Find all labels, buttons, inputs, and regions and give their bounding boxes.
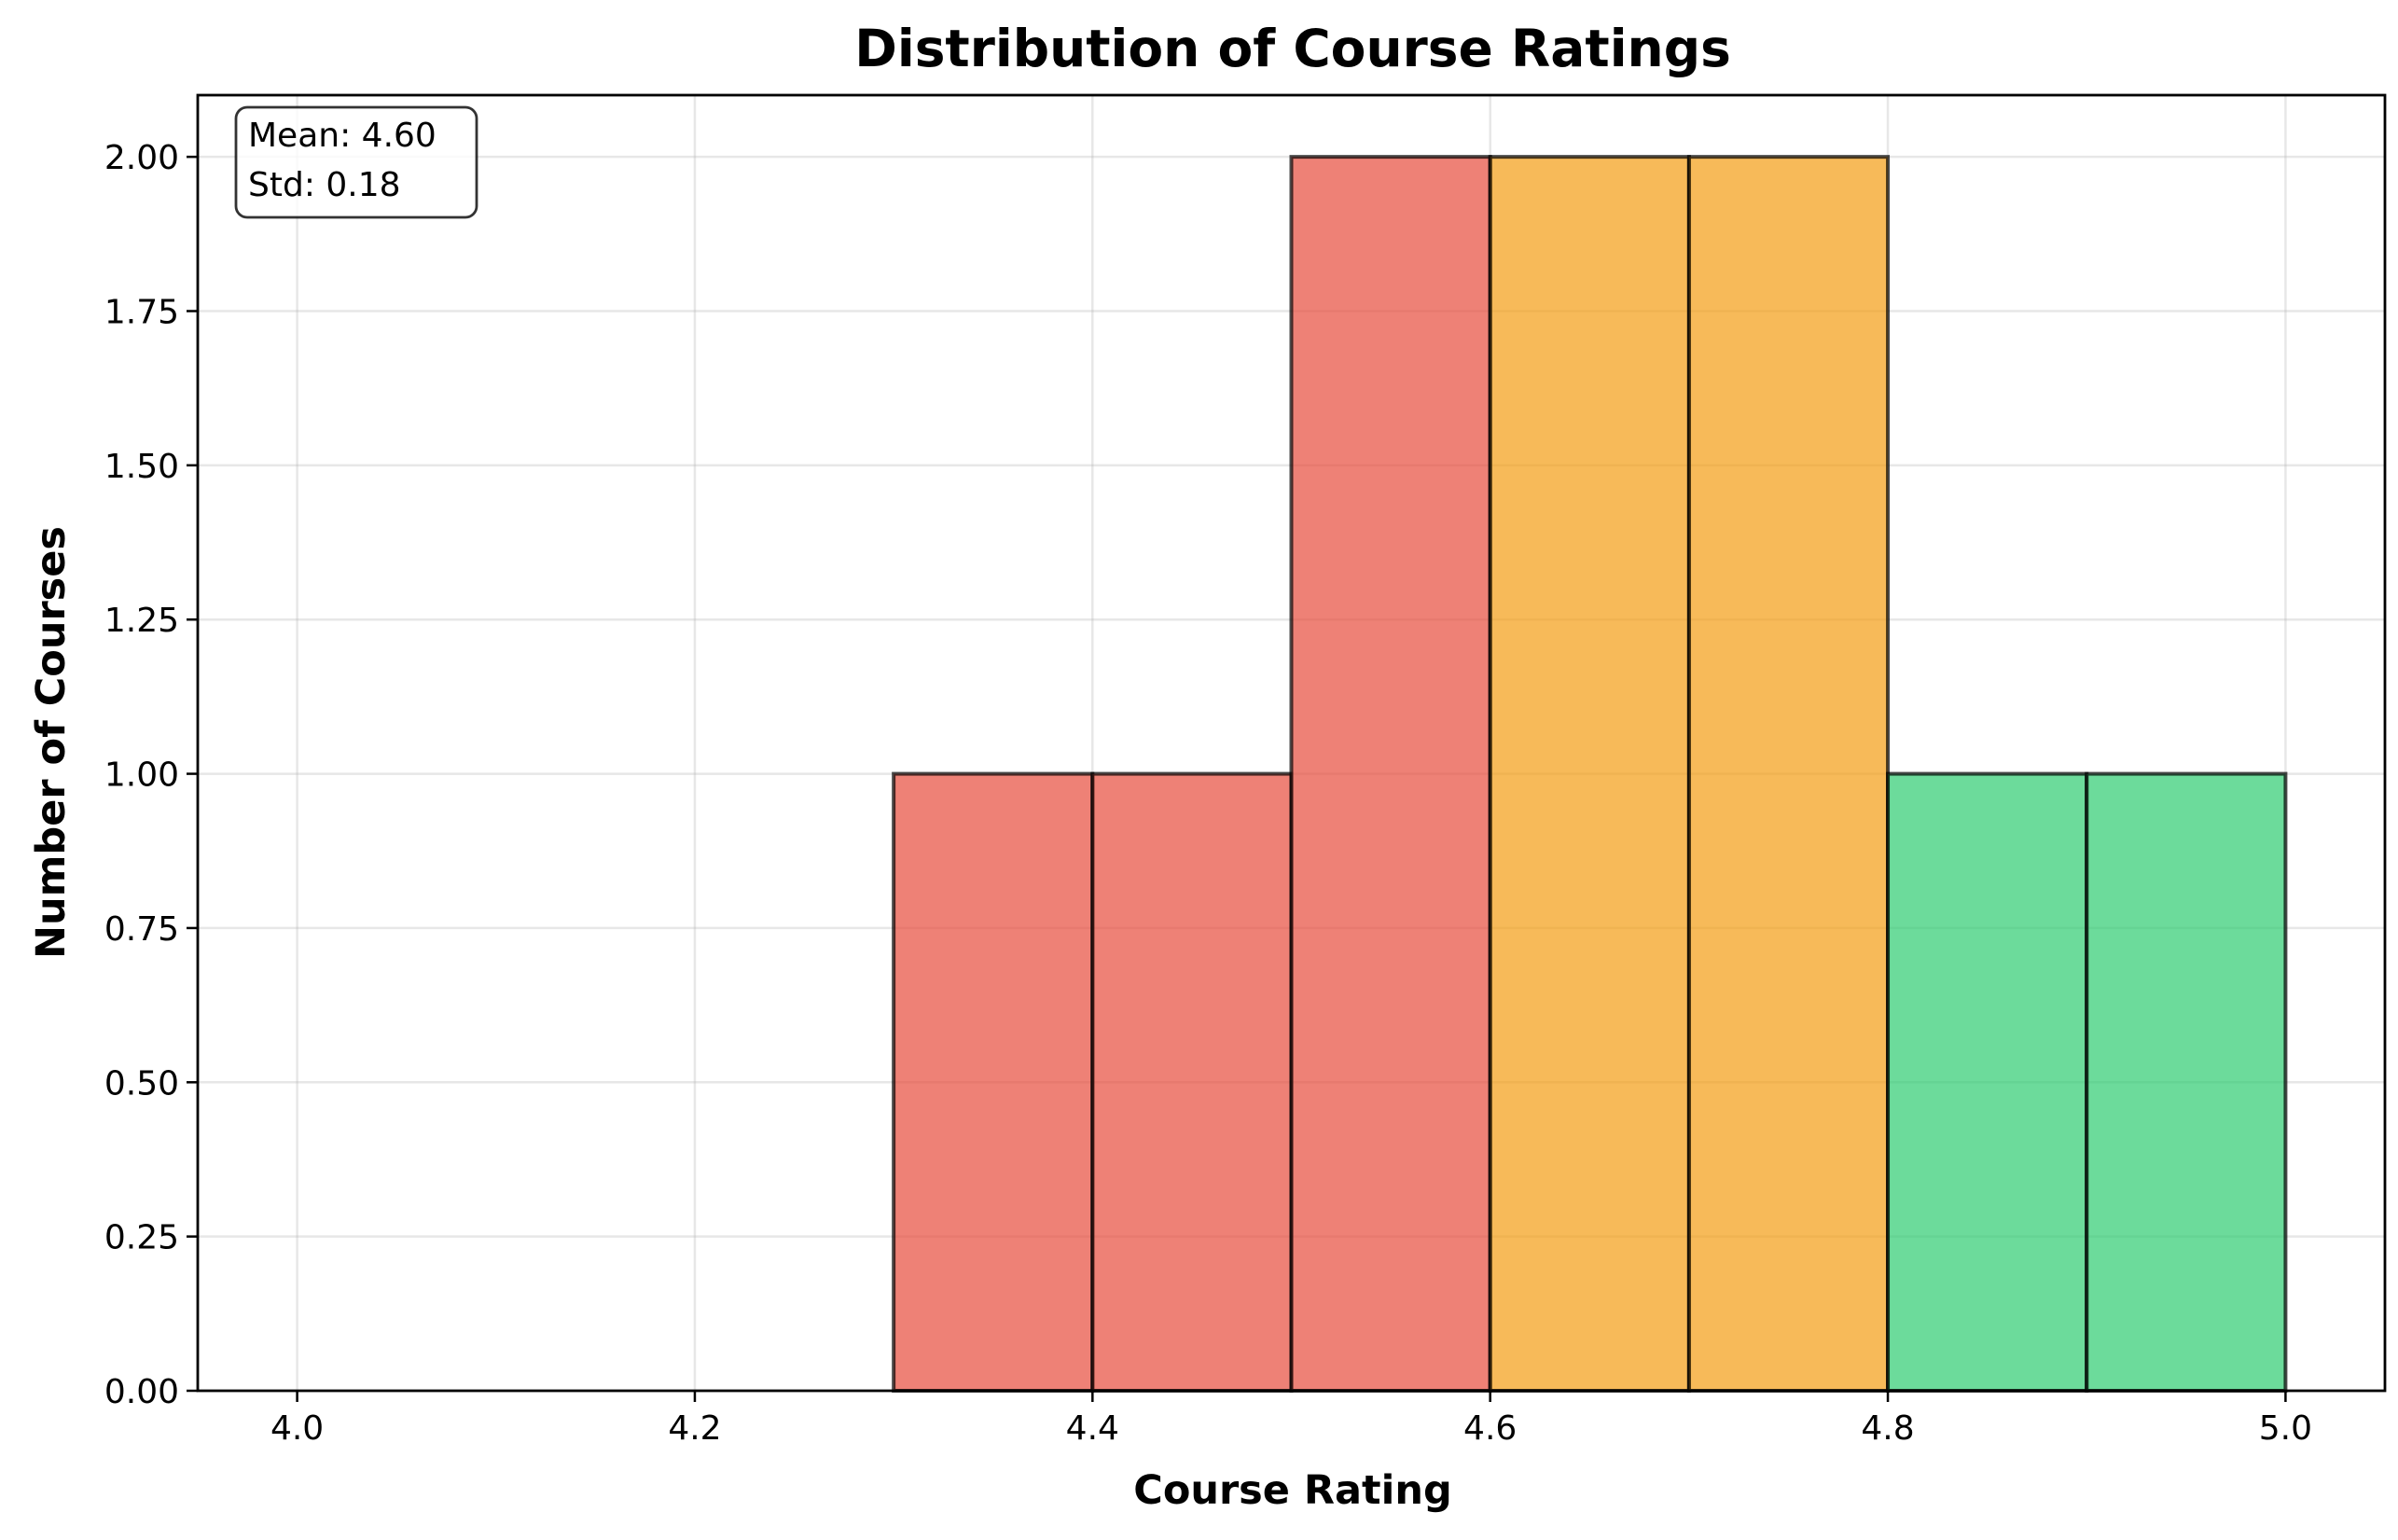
bars-layer <box>892 155 2288 1394</box>
stats-mean: Mean: 4.60 <box>248 117 437 155</box>
plot-frame <box>196 93 2387 1393</box>
x-axis-label: Course Rating <box>1133 1467 1451 1514</box>
histogram-bar <box>1289 155 1492 1394</box>
x-tick-label: 5.0 <box>2259 1409 2312 1448</box>
y-tick-label: 1.50 <box>104 448 179 486</box>
histogram-bar <box>1686 155 1891 1394</box>
y-tick-label: 1.75 <box>104 294 179 332</box>
x-tick-label: 4.0 <box>270 1409 324 1448</box>
x-tick-label: 4.8 <box>1861 1409 1914 1448</box>
ticks-layer: 4.0 4.2 4.4 4.6 4.8 5.0 0.00 0.25 0.50 0.75 1.00 1.… <box>104 139 2312 1448</box>
stats-box-frame <box>234 105 478 219</box>
histogram-bar <box>1886 771 2089 1393</box>
x-tick-label: 4.2 <box>668 1409 721 1448</box>
histogram-bar <box>892 771 1095 1393</box>
y-tick-label: 0.25 <box>104 1219 179 1257</box>
histogram-bar <box>1488 155 1691 1394</box>
chart-title: Distribution of Course Ratings <box>854 19 1731 78</box>
y-tick-label: 1.25 <box>104 602 179 640</box>
stats-box: Mean: 4.60 Std: 0.18 <box>234 105 478 219</box>
y-tick-label: 0.50 <box>104 1064 179 1103</box>
y-axis-label: Number of Courses <box>28 526 75 959</box>
histogram-bar <box>2085 771 2288 1393</box>
x-tick-label: 4.4 <box>1066 1409 1119 1448</box>
y-tick-label: 0.00 <box>104 1373 179 1411</box>
histogram-bar <box>1090 771 1294 1393</box>
stats-std: Std: 0.18 <box>248 166 401 204</box>
y-tick-label: 1.00 <box>104 756 179 795</box>
y-tick-label: 0.75 <box>104 910 179 949</box>
x-tick-label: 4.6 <box>1463 1409 1517 1448</box>
y-tick-label: 2.00 <box>104 139 179 177</box>
